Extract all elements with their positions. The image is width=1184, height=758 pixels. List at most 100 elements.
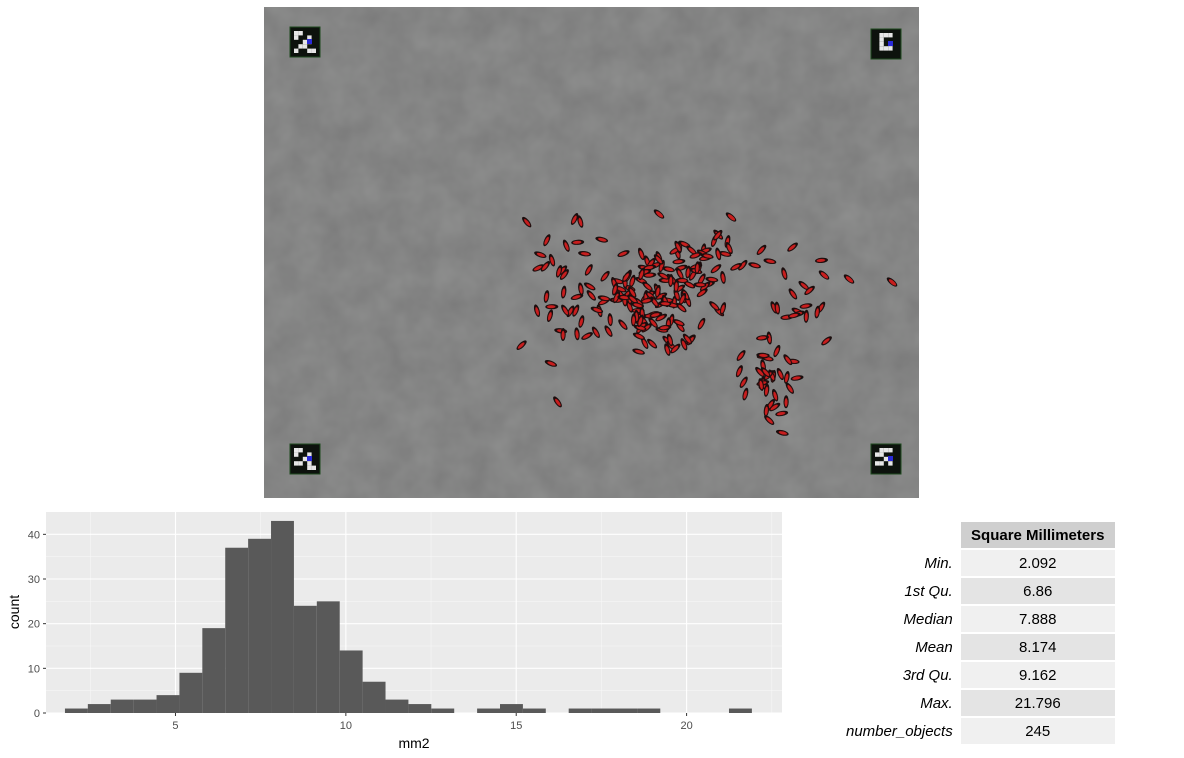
detected-object	[662, 266, 675, 273]
detected-object	[640, 297, 654, 304]
detected-object	[577, 215, 584, 228]
x-tick-label: 10	[340, 720, 352, 732]
detected-object	[560, 285, 567, 299]
detected-object	[632, 348, 645, 355]
table-row: 3rd Qu. 9.162	[846, 662, 1115, 688]
detected-object	[783, 371, 790, 384]
detected-object	[694, 261, 700, 275]
detected-object	[679, 292, 687, 305]
table-row: Min. 2.092	[846, 550, 1115, 576]
detected-object	[775, 410, 789, 417]
row-value: 245	[960, 718, 1115, 744]
row-label: Max.	[920, 694, 953, 712]
detected-object	[637, 314, 644, 328]
x-axis-title: mm2	[398, 735, 429, 751]
detected-object	[655, 284, 661, 298]
detected-object	[583, 282, 596, 291]
detected-object	[781, 267, 788, 280]
photo-texture	[264, 7, 919, 498]
detected-object	[787, 312, 801, 319]
detected-object	[612, 282, 619, 296]
row-label: Min.	[924, 554, 953, 572]
detected-object	[630, 302, 644, 309]
detected-object	[709, 301, 720, 311]
histogram-bar	[431, 708, 455, 713]
detected-object	[763, 403, 770, 417]
detected-object	[758, 378, 764, 391]
detected-object	[540, 261, 551, 272]
detected-object	[804, 285, 815, 296]
detected-object	[578, 282, 584, 296]
detected-object	[578, 250, 592, 257]
histogram-bar	[271, 520, 294, 713]
detected-object	[735, 365, 743, 378]
detected-object	[787, 242, 798, 252]
row-value: 2.092	[960, 550, 1115, 576]
detected-object	[629, 274, 636, 288]
detected-object	[560, 328, 566, 341]
histogram-bar	[156, 695, 180, 713]
detected-object	[783, 354, 793, 366]
detected-object	[696, 288, 708, 298]
row-label: 1st Qu.	[904, 582, 953, 600]
detected-object	[561, 304, 570, 316]
histogram-bar	[591, 708, 615, 713]
y-tick-label: 10	[28, 663, 40, 675]
histogram-bar	[179, 672, 203, 713]
detected-object	[533, 304, 541, 317]
detected-object	[627, 294, 638, 304]
detected-object	[739, 376, 748, 388]
detected-object	[632, 332, 645, 340]
histogram-bar	[87, 704, 111, 713]
row-label: Median	[903, 610, 953, 628]
detected-object	[763, 258, 777, 265]
detected-object	[658, 324, 672, 331]
detected-object	[658, 301, 672, 307]
detected-object	[590, 306, 604, 314]
histogram-bar	[408, 704, 432, 713]
histogram-bar	[385, 699, 409, 713]
detected-object	[626, 300, 633, 313]
row-value: 21.796	[960, 690, 1115, 716]
detected-object	[756, 244, 767, 255]
detected-object	[653, 254, 664, 265]
detected-object	[672, 258, 686, 265]
detected-object	[674, 240, 682, 253]
detected-object	[755, 366, 765, 378]
detected-object	[574, 327, 580, 341]
detected-object	[543, 290, 550, 303]
detected-object	[548, 253, 556, 267]
detected-object	[682, 333, 692, 345]
histogram-bar	[568, 708, 592, 713]
detected-object	[570, 293, 584, 301]
row-label: Mean	[915, 638, 953, 656]
detected-object	[668, 274, 674, 287]
detected-object	[756, 352, 770, 359]
summary-stats-table: Square Millimeters Min. 2.092 1st Qu. 6.…	[846, 520, 1115, 746]
histogram-bar	[339, 650, 363, 713]
aruco-marker-bottom-left-icon	[289, 443, 321, 475]
detected-object	[637, 247, 645, 261]
table-corner	[846, 522, 961, 548]
detected-object	[604, 325, 613, 337]
detected-object	[693, 282, 707, 288]
detected-object	[571, 239, 585, 245]
detected-object	[748, 262, 761, 269]
detected-object	[803, 309, 809, 323]
detected-object	[676, 302, 687, 313]
detected-object	[775, 429, 789, 436]
y-tick-label: 40	[28, 529, 40, 541]
histogram-bar	[133, 699, 157, 713]
aruco-marker-top-right-icon	[870, 28, 902, 60]
detected-object	[725, 241, 733, 255]
detected-object	[534, 251, 547, 259]
detected-object	[776, 367, 784, 381]
detected-object	[638, 267, 645, 281]
row-value: 6.86	[960, 578, 1115, 604]
detected-object	[725, 212, 737, 222]
histogram-bar	[728, 708, 752, 713]
detected-object	[655, 313, 668, 322]
detected-object	[578, 315, 585, 328]
detected-objects	[516, 209, 898, 436]
detected-object	[790, 375, 804, 381]
